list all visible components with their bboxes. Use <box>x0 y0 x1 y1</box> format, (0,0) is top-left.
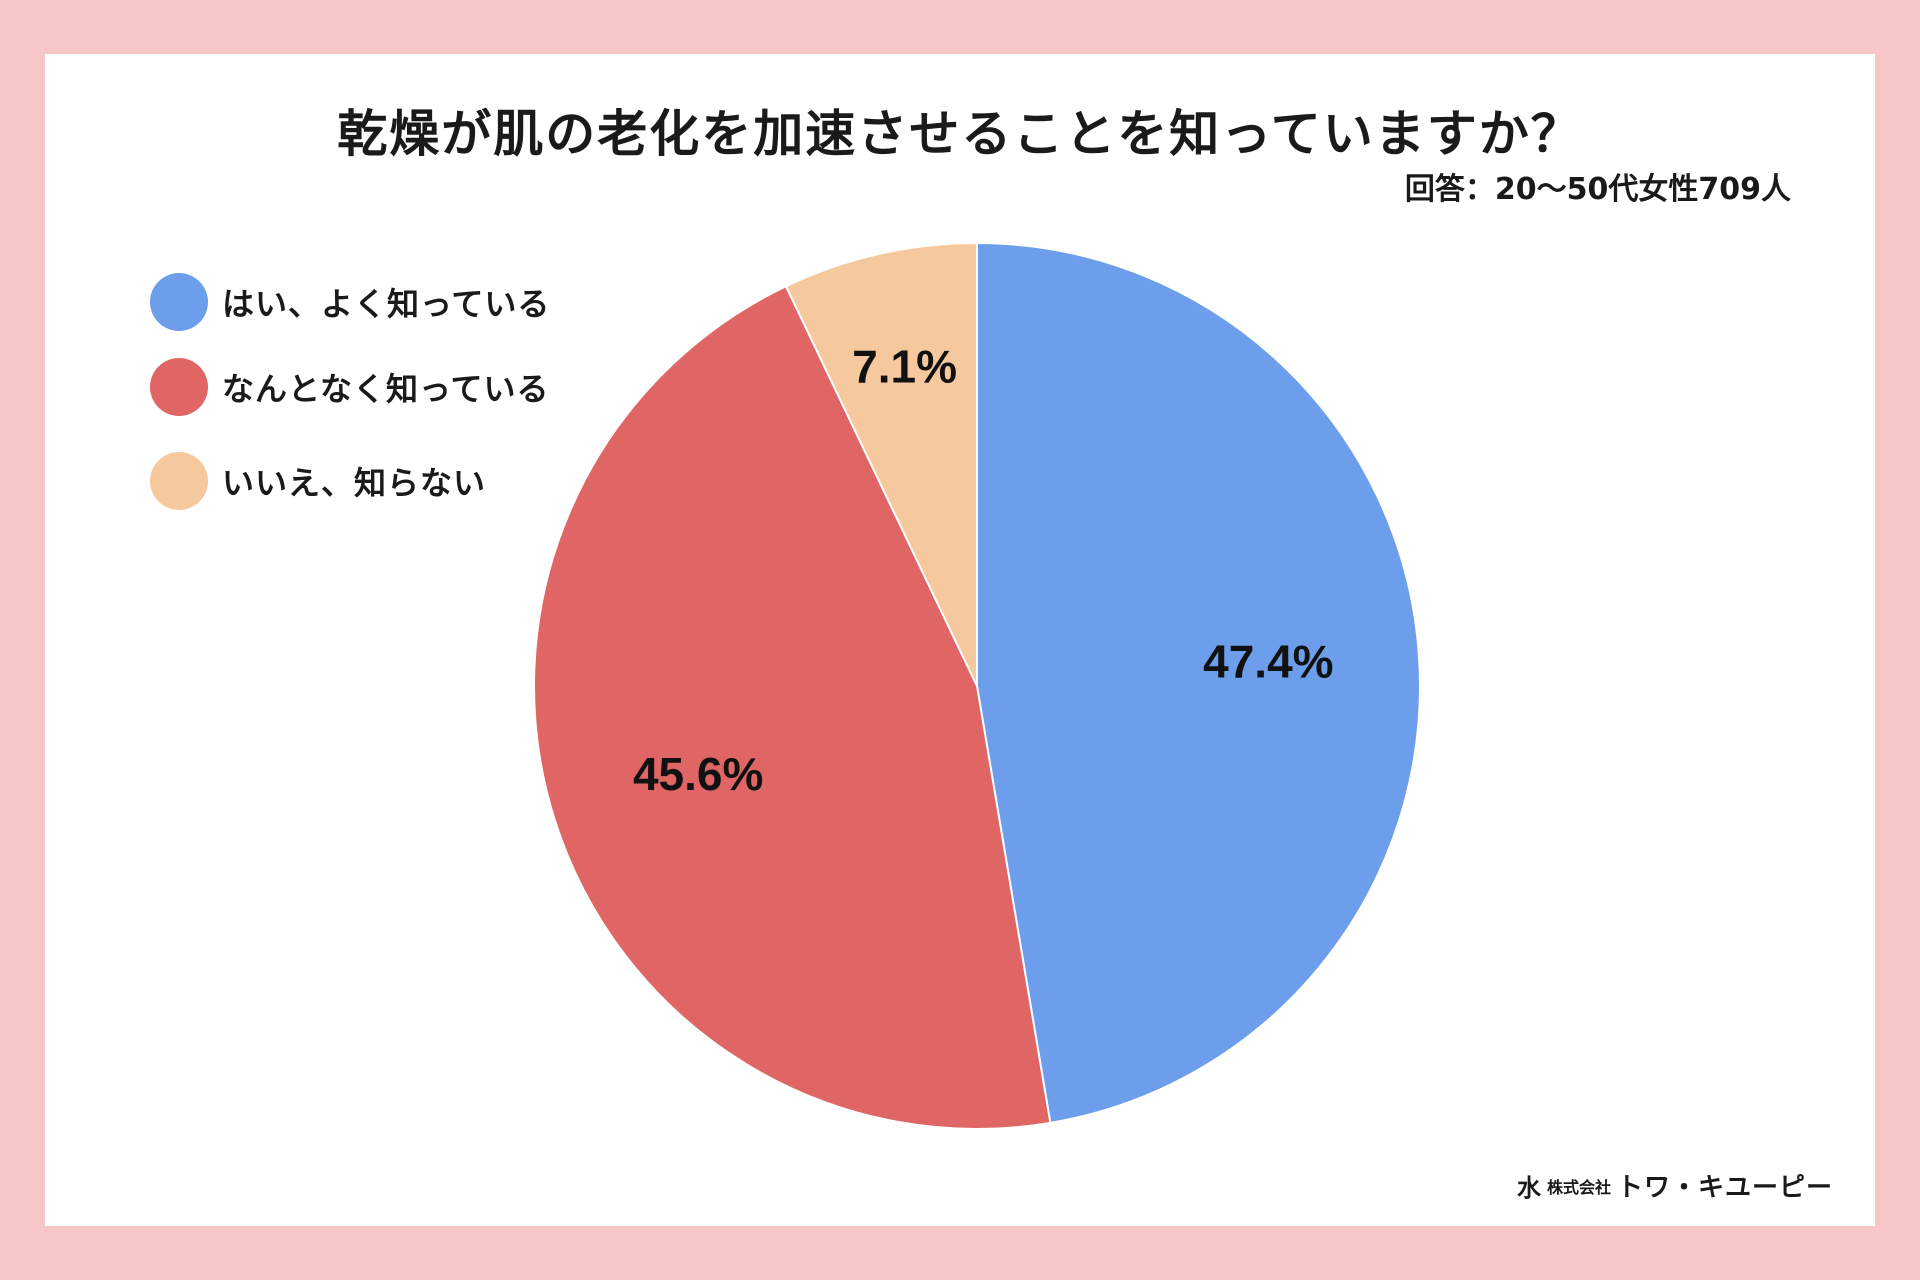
data-label-somewhat: 45.6% <box>633 748 763 800</box>
legend-label-somewhat: なんとなく知っている <box>222 370 550 408</box>
chart-subtitle: 回答：20〜50代女性709人 <box>1404 172 1791 207</box>
legend-swatch-yes <box>150 273 208 331</box>
data-label-yes: 47.4% <box>1203 636 1333 688</box>
legend-label-no: いいえ、知らない <box>222 464 487 502</box>
legend-item-somewhat: なんとなく知っている <box>150 358 549 416</box>
legend-swatch-no <box>150 452 208 510</box>
legend-label-yes: はい、よく知っている <box>222 285 551 323</box>
logo-mark-icon: ⽔ <box>1516 1174 1541 1202</box>
logo-company-name: トワ・キユーピー <box>1616 1173 1833 1203</box>
logo-company-prefix: 株式会社 <box>1546 1177 1611 1197</box>
pie-slice-somewhat <box>533 284 1052 1130</box>
pie-slice-yes <box>976 241 1422 1125</box>
legend-item-yes: はい、よく知っている <box>150 273 550 331</box>
legend-item-no: いいえ、知らない <box>150 452 486 510</box>
chart-card: 乾燥が肌の老化を加速させることを知っていますか？ 回答：20〜50代女性709人… <box>45 54 1875 1226</box>
legend-swatch-somewhat <box>150 358 208 416</box>
pie-chart: 47.4% 45.6% 7.1% <box>533 241 1422 1130</box>
company-logo: ⽔ 株式会社 トワ・キユーピー <box>1517 1167 1833 1204</box>
data-label-no: 7.1% <box>852 340 957 392</box>
chart-title: 乾燥が肌の老化を加速させることを知っていますか？ <box>337 105 1583 163</box>
pie-slice-no <box>784 241 978 687</box>
